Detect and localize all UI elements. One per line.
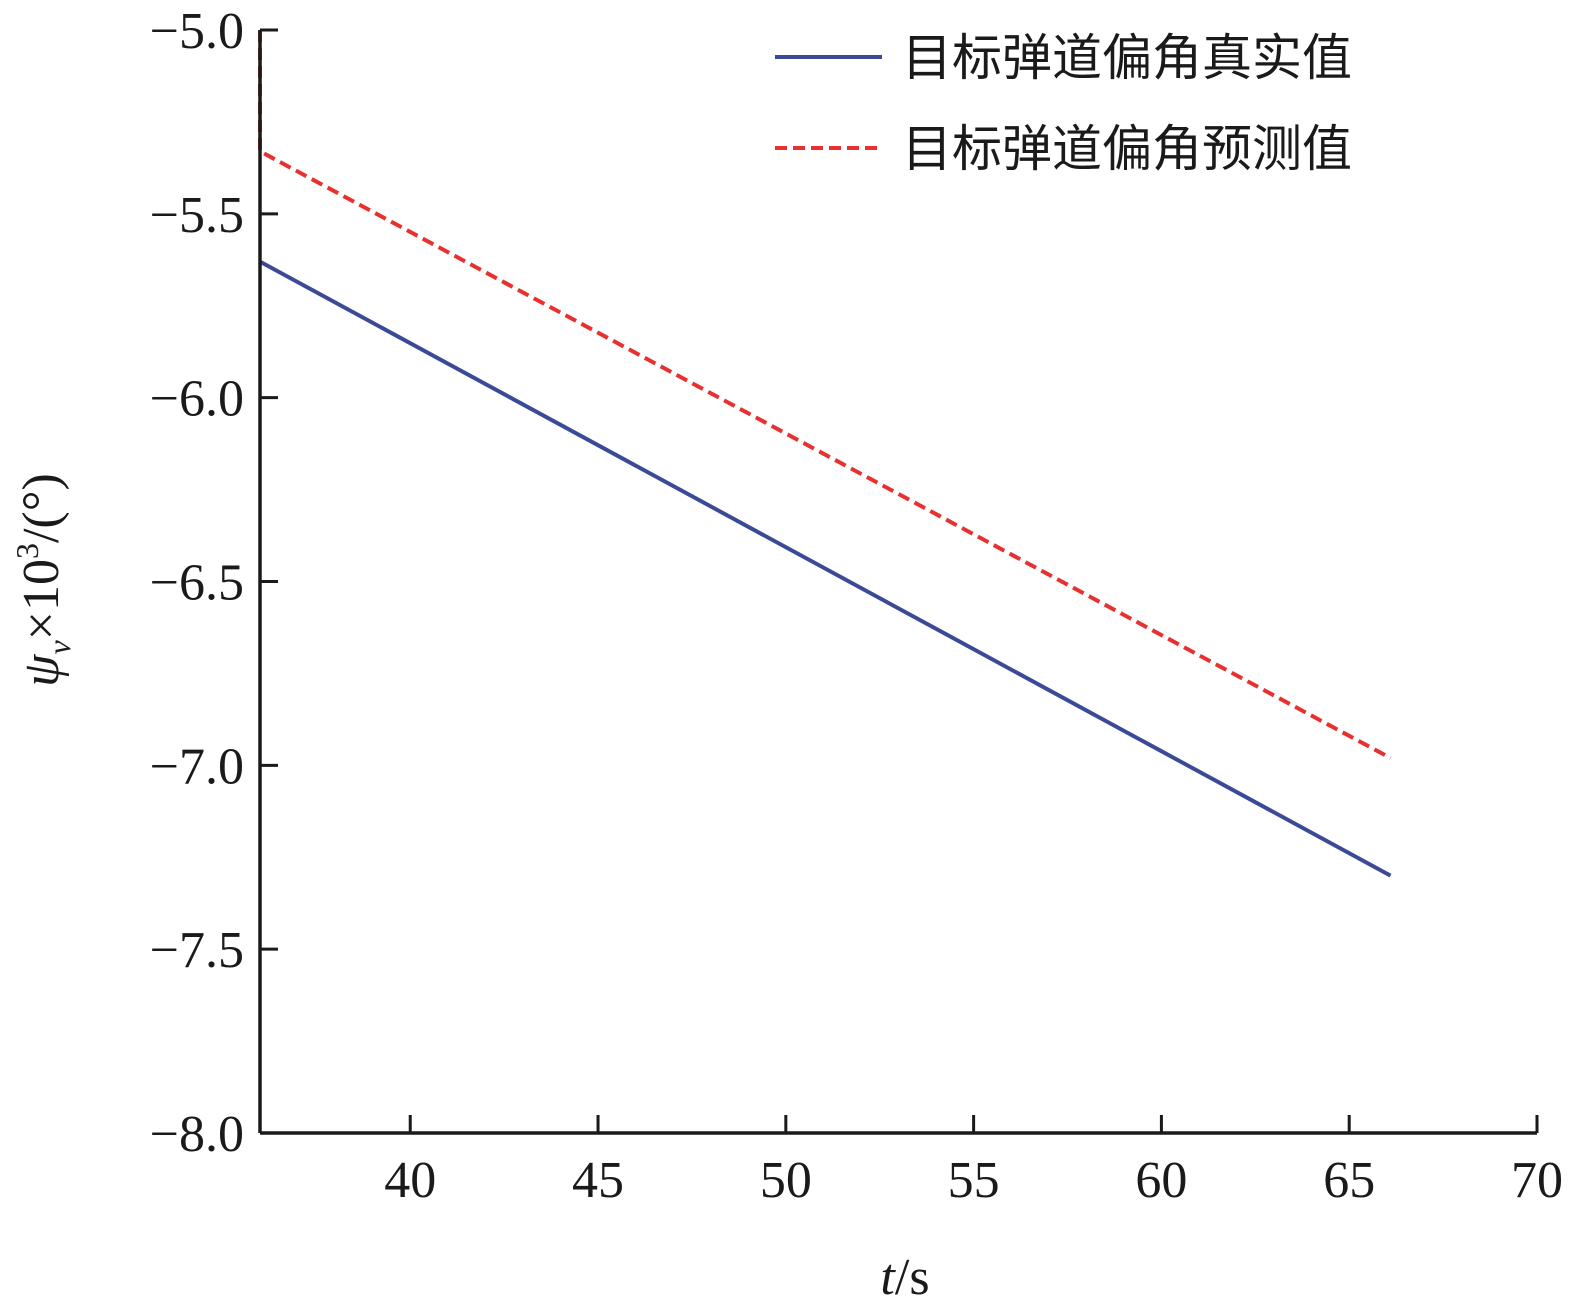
y-tick-label: −7.5 xyxy=(150,922,244,979)
y-axis-label-exponent: 3 xyxy=(9,543,45,559)
x-axis-label-unit: /s xyxy=(895,1249,930,1306)
y-axis-label-symbol: ψ xyxy=(13,653,70,687)
y-axis-label-subscript: v xyxy=(41,640,77,655)
x-tick-label: 70 xyxy=(1511,1152,1563,1209)
series-line-true-value xyxy=(259,259,1392,878)
y-tick-label: −6.0 xyxy=(150,371,244,428)
y-tick-label: −7.0 xyxy=(150,738,244,795)
y-tick-label: −5.0 xyxy=(150,3,244,60)
x-tick-label: 40 xyxy=(384,1152,436,1209)
x-ticks: 40 45 50 55 60 65 70 xyxy=(384,1115,1563,1209)
x-tick-label: 45 xyxy=(572,1152,624,1209)
y-tick-label: −8.0 xyxy=(150,1106,244,1163)
y-axis-label: ψv×103/(°) xyxy=(9,473,77,687)
x-axis-label: t/s xyxy=(880,1249,929,1306)
axes xyxy=(258,30,1537,1135)
x-axis-label-var: t xyxy=(880,1249,896,1306)
y-axis-label-times: ×10 xyxy=(13,559,70,640)
x-tick-label: 55 xyxy=(948,1152,1000,1209)
legend-label-predicted-value: 目标弹道偏角预测值 xyxy=(902,120,1352,178)
legend-label-true-value: 目标弹道偏角真实值 xyxy=(902,29,1352,87)
y-tick-label: −5.5 xyxy=(150,187,244,244)
x-tick-label: 50 xyxy=(760,1152,812,1209)
legend: 目标弹道偏角真实值 目标弹道偏角预测值 xyxy=(775,29,1352,178)
x-tick-label: 60 xyxy=(1135,1152,1187,1209)
y-tick-label: −6.5 xyxy=(150,555,244,612)
x-tick-label: 65 xyxy=(1323,1152,1375,1209)
y-axis-label-unit: /(°) xyxy=(13,473,70,543)
y-ticks: −5.0 −5.5 −6.0 −6.5 −7.0 −7.5 −8.0 xyxy=(150,3,278,1163)
